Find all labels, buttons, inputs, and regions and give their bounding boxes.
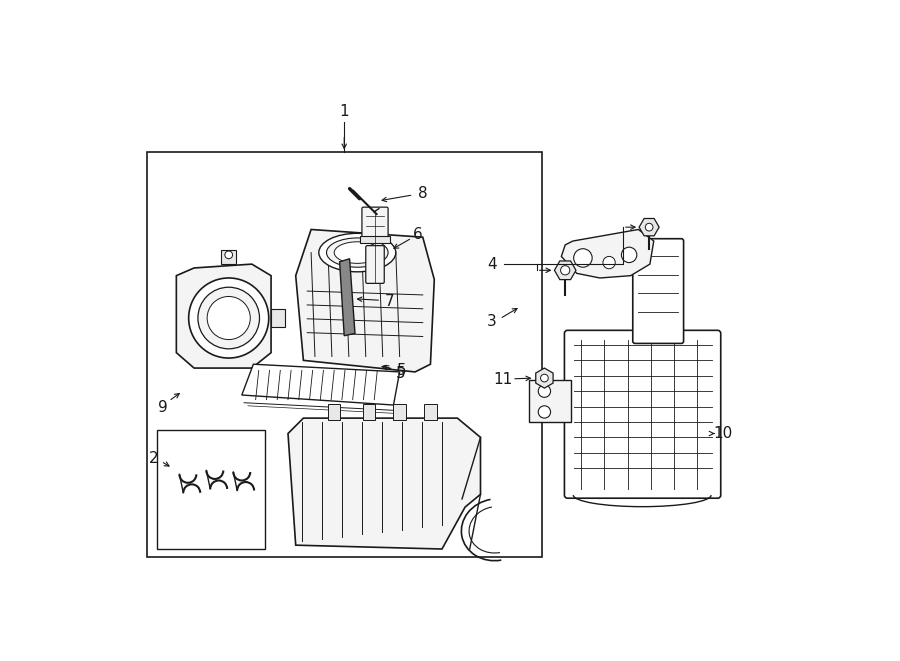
- Text: 7: 7: [385, 293, 394, 309]
- Circle shape: [198, 288, 259, 349]
- Text: 9: 9: [158, 400, 168, 415]
- Text: 5: 5: [396, 366, 405, 381]
- Polygon shape: [562, 229, 653, 278]
- Ellipse shape: [327, 238, 388, 267]
- Bar: [393, 405, 406, 420]
- Polygon shape: [288, 418, 481, 549]
- Circle shape: [538, 385, 551, 397]
- Ellipse shape: [319, 233, 396, 272]
- FancyBboxPatch shape: [564, 330, 721, 498]
- Bar: [328, 405, 340, 420]
- Bar: [363, 405, 375, 420]
- Text: 6: 6: [413, 227, 423, 243]
- Circle shape: [603, 256, 616, 269]
- Circle shape: [541, 374, 548, 382]
- FancyBboxPatch shape: [362, 207, 388, 239]
- Text: 4: 4: [487, 256, 497, 272]
- Polygon shape: [296, 229, 435, 372]
- Text: 5: 5: [397, 363, 407, 378]
- Circle shape: [621, 247, 637, 262]
- Circle shape: [538, 406, 551, 418]
- Bar: [360, 235, 391, 243]
- Text: 2: 2: [149, 451, 158, 467]
- FancyBboxPatch shape: [633, 239, 684, 344]
- Ellipse shape: [334, 242, 381, 263]
- Text: 1: 1: [339, 104, 349, 119]
- Text: 3: 3: [487, 315, 497, 329]
- Circle shape: [573, 249, 592, 267]
- Bar: [158, 430, 265, 549]
- Polygon shape: [339, 258, 355, 336]
- Text: 8: 8: [418, 186, 428, 201]
- Circle shape: [561, 266, 570, 275]
- Bar: [529, 379, 572, 422]
- Circle shape: [189, 278, 269, 358]
- Bar: [271, 309, 285, 327]
- Text: 10: 10: [714, 426, 733, 441]
- Circle shape: [645, 223, 653, 231]
- Polygon shape: [176, 264, 271, 368]
- Text: 11: 11: [493, 372, 512, 387]
- Bar: [147, 153, 542, 557]
- Circle shape: [225, 251, 232, 258]
- Bar: [221, 251, 237, 264]
- Polygon shape: [242, 364, 400, 405]
- Circle shape: [207, 297, 250, 340]
- Bar: [424, 405, 436, 420]
- FancyBboxPatch shape: [365, 246, 384, 284]
